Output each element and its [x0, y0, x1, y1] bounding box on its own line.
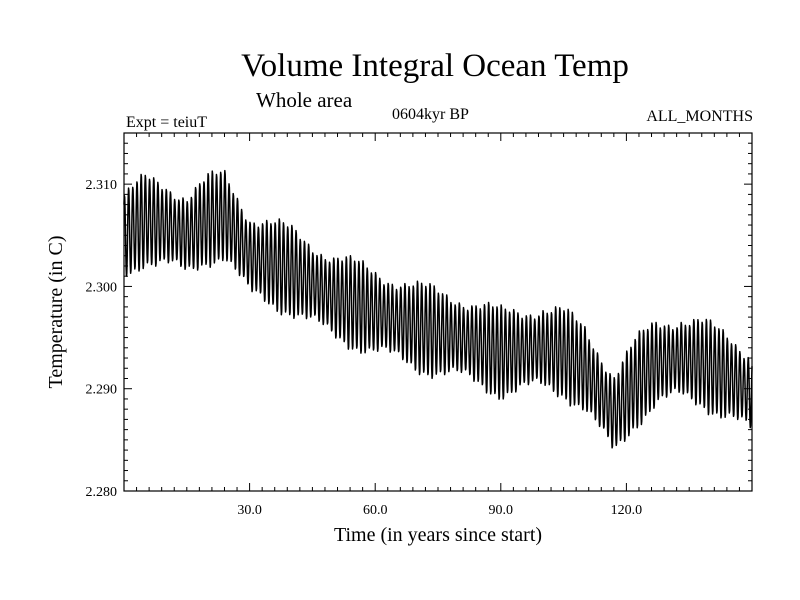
x-tick-label: 90.0 [489, 503, 514, 518]
period-label: 0604kyr BP [392, 106, 469, 123]
y-axis-label: Temperature (in C) [45, 236, 67, 389]
axis-ticks [124, 133, 752, 491]
chart-title: Volume Integral Ocean Temp [241, 48, 629, 84]
chart-subtitle: Whole area [256, 88, 353, 112]
y-tick-label: 2.280 [86, 485, 118, 500]
experiment-label: Expt = teiuT [126, 114, 208, 131]
axis-tick-labels: 30.0 60.0 90.0 120.0 2.280 2.290 2.300 2.310 [86, 178, 643, 518]
y-tick-label: 2.290 [86, 383, 118, 398]
y-tick-label: 2.310 [86, 178, 118, 193]
x-axis-label: Time (in years since start) [334, 524, 542, 546]
months-label: ALL_MONTHS [646, 108, 753, 125]
y-tick-label: 2.300 [86, 280, 118, 295]
x-tick-label: 60.0 [363, 503, 388, 518]
x-tick-label: 120.0 [611, 503, 643, 518]
series-line-temperature [123, 169, 753, 449]
x-tick-label: 30.0 [237, 503, 262, 518]
